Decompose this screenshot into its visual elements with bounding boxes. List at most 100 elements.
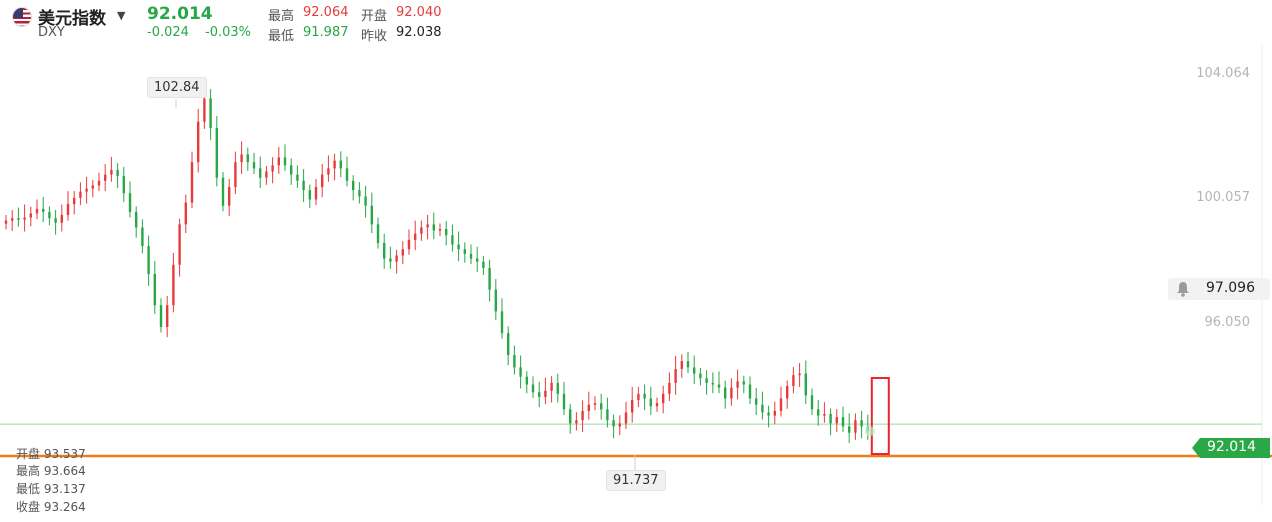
candle-body xyxy=(469,253,473,259)
min-price-callout: 91.737 xyxy=(606,470,666,491)
candle-body xyxy=(531,384,535,393)
candle-body xyxy=(228,187,231,206)
candle-body xyxy=(848,426,851,433)
candle-body xyxy=(674,368,677,383)
candle-body xyxy=(97,180,101,186)
instrument-title[interactable]: 美元指数 xyxy=(38,9,106,29)
candle-body xyxy=(79,191,82,198)
candle-body xyxy=(817,409,820,416)
candle-body xyxy=(581,410,584,421)
candle-body xyxy=(569,409,572,424)
price-change-percent: -0.03% xyxy=(205,25,251,40)
candle-body xyxy=(835,417,838,424)
quote-header: 美元指数 ▼ DXY 92.014 -0.024 -0.03% 最高 92.06… xyxy=(0,0,1272,44)
candle-body xyxy=(252,162,256,169)
candle-body xyxy=(457,244,460,250)
candle-body xyxy=(500,311,504,334)
candle-body xyxy=(153,274,156,306)
high-value: 92.064 xyxy=(303,5,349,20)
candle-body xyxy=(203,98,206,122)
candle-body xyxy=(550,382,553,391)
candle-body xyxy=(85,188,88,192)
candle-body xyxy=(724,387,727,399)
candle-body xyxy=(66,204,70,216)
candle-body xyxy=(383,243,386,259)
bell-icon xyxy=(1177,282,1189,297)
latest-candle-highlight xyxy=(870,377,890,455)
candle-body xyxy=(779,398,783,411)
candle-body xyxy=(240,154,243,163)
candle-body xyxy=(265,171,268,178)
candle-body xyxy=(786,386,789,399)
instrument-symbol: DXY xyxy=(38,25,65,40)
candle-body xyxy=(290,165,293,175)
candle-body xyxy=(277,157,280,166)
candle-body xyxy=(184,202,187,225)
candle-body xyxy=(172,264,175,306)
candle-body xyxy=(519,367,522,377)
candle-body xyxy=(246,154,249,163)
candle-body xyxy=(767,412,770,416)
candle-body xyxy=(693,367,696,374)
candle-body xyxy=(358,190,361,197)
candle-body xyxy=(655,403,659,407)
candle-body xyxy=(575,420,578,424)
candle-body xyxy=(420,227,423,234)
candle-body xyxy=(283,157,287,166)
low-value: 91.987 xyxy=(303,25,349,40)
candle-body xyxy=(804,373,807,396)
price-change: -0.024 xyxy=(147,25,189,40)
candle-body xyxy=(414,233,417,240)
candle-body xyxy=(854,420,857,433)
candle-body xyxy=(11,218,14,221)
candle-body xyxy=(128,193,132,212)
open-label: 开盘 xyxy=(361,9,388,24)
candle-body xyxy=(407,239,411,250)
price-alert[interactable]: 97.096 xyxy=(1168,278,1270,300)
candle-body xyxy=(513,354,516,368)
candle-body xyxy=(314,187,318,200)
candle-body xyxy=(686,361,690,368)
candle-body xyxy=(507,333,510,355)
candle-body xyxy=(488,267,491,290)
candle-body xyxy=(810,395,814,410)
candle-body xyxy=(587,404,590,411)
low-label: 最低 xyxy=(268,29,295,44)
max-price-callout: 102.84 xyxy=(147,77,207,98)
candle-body xyxy=(209,98,212,128)
candle-body xyxy=(352,180,355,191)
candle-body xyxy=(54,218,57,223)
candle-body xyxy=(364,196,367,206)
candle-body xyxy=(35,208,39,214)
candle-body xyxy=(221,177,225,206)
alert-price: 97.096 xyxy=(1206,280,1255,296)
chevron-down-icon[interactable]: ▼ xyxy=(117,9,126,22)
candle-body xyxy=(773,410,776,416)
candle-body xyxy=(110,169,113,175)
candle-body xyxy=(141,227,144,247)
candle-body xyxy=(612,420,615,427)
candle-body xyxy=(730,387,733,399)
candle-body xyxy=(711,382,714,385)
candle-body xyxy=(135,211,138,228)
y-tick-label: 104.064 xyxy=(1196,66,1250,81)
open-value: 92.040 xyxy=(396,5,442,20)
candle-body xyxy=(339,160,342,169)
candle-body xyxy=(23,217,26,220)
candle-body xyxy=(736,381,739,388)
candle-body xyxy=(680,361,683,369)
candle-body xyxy=(333,160,336,169)
candle-body xyxy=(544,390,547,397)
candle-body xyxy=(829,414,832,424)
candle-body xyxy=(841,417,845,427)
candle-body xyxy=(190,162,194,203)
candle-body xyxy=(649,398,652,407)
candle-body xyxy=(345,168,349,181)
candle-body xyxy=(426,224,429,228)
candle-body xyxy=(147,246,150,275)
candle-body xyxy=(296,174,299,181)
candle-body xyxy=(73,197,76,205)
candle-body xyxy=(197,121,200,163)
candle-body xyxy=(370,205,373,225)
